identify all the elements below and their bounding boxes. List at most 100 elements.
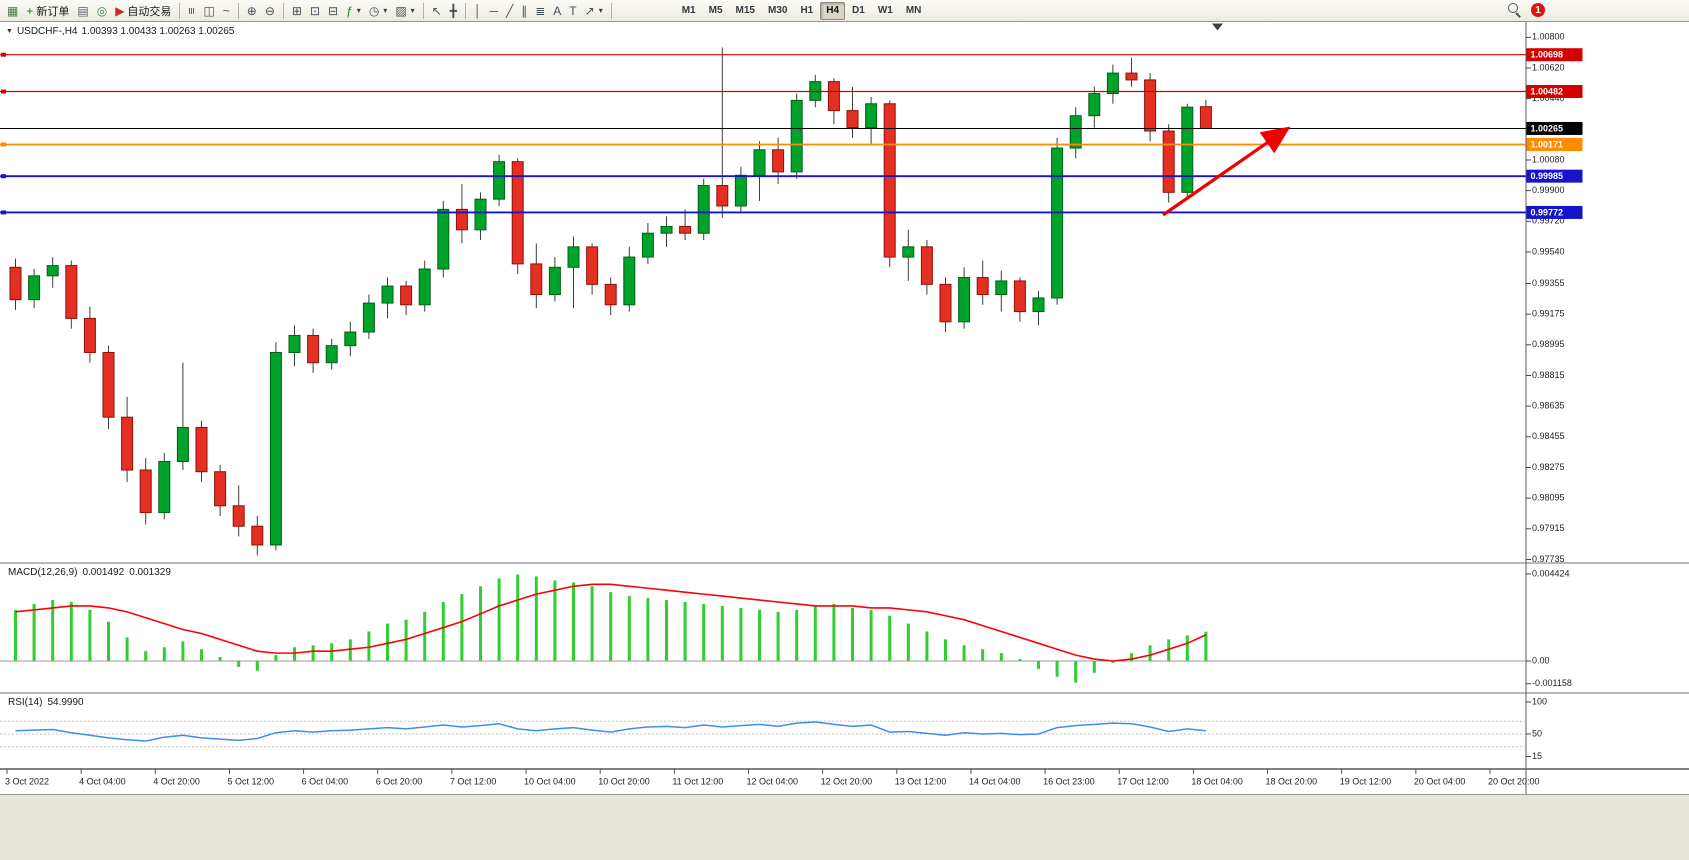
- arrows-button[interactable]: ↗ ▾: [581, 1, 607, 20]
- cascade-windows-button[interactable]: ⊡: [306, 1, 324, 20]
- price-axis-label: 0.97915: [1532, 523, 1565, 533]
- new-chart-button[interactable]: ▦: [3, 1, 22, 20]
- macd-histogram-bar: [758, 609, 761, 661]
- chart-shift-marker[interactable]: [1212, 23, 1223, 31]
- templates-button[interactable]: ▨ ▾: [391, 1, 418, 20]
- candle: [567, 246, 580, 268]
- trend-arrow[interactable]: [1162, 126, 1291, 217]
- trendline-button[interactable]: ╱: [502, 1, 517, 20]
- label-icon: T: [569, 3, 577, 18]
- candle: [734, 174, 747, 207]
- arrange-windows-button[interactable]: ⊟: [324, 1, 342, 20]
- rsi-axis-label: 50: [1532, 728, 1542, 738]
- channel-button[interactable]: ∥: [517, 1, 531, 20]
- periods-button[interactable]: ◷ ▾: [365, 1, 392, 20]
- refresh-button[interactable]: ◎: [93, 1, 111, 20]
- macd-histogram-bar: [1204, 631, 1208, 661]
- cursor-button[interactable]: ↖: [428, 1, 446, 20]
- candle: [474, 198, 487, 231]
- timeframe-w1-button[interactable]: W1: [872, 2, 899, 20]
- macd-histogram-bar: [311, 645, 315, 661]
- time-axis-label: 20 Oct 04:00: [1414, 776, 1466, 786]
- vertical-line-button[interactable]: │: [470, 1, 486, 20]
- candles-chart-button[interactable]: ◫: [199, 1, 218, 20]
- notifications-badge[interactable]: 1: [1531, 3, 1545, 17]
- tile-windows-button[interactable]: ⊞: [288, 1, 306, 20]
- macd-histogram-bar: [218, 657, 222, 661]
- timeframe-m1-button[interactable]: M1: [676, 2, 702, 20]
- macd-histogram-bar: [348, 639, 352, 661]
- line-anchor[interactable]: [1, 210, 6, 215]
- horizontal-line-button[interactable]: ─: [485, 1, 502, 20]
- refresh-icon: ◎: [96, 3, 108, 18]
- candle: [214, 471, 227, 507]
- zoom-in-button[interactable]: ⊕: [243, 1, 261, 20]
- arrange-windows-icon: ⊟: [328, 3, 339, 18]
- profiles-icon: ▤: [77, 3, 89, 18]
- zoom-in-icon: ⊕: [246, 3, 257, 18]
- macd-histogram-bar: [69, 602, 73, 661]
- macd-histogram-bar: [1092, 661, 1096, 673]
- zoom-out-button[interactable]: ⊖: [261, 1, 279, 20]
- crosshair-button[interactable]: ╋: [446, 1, 461, 20]
- line-anchor[interactable]: [1, 89, 6, 94]
- timeframe-h1-button[interactable]: H1: [794, 2, 819, 20]
- indicators-button[interactable]: ƒ ▾: [342, 1, 365, 20]
- candles-chart-icon: ◫: [203, 3, 215, 18]
- macd-panel-label: MACD(12,26,9) 0.001492 0.001329: [8, 567, 176, 578]
- macd-histogram-bar: [999, 653, 1003, 661]
- fibonacci-icon: ≣: [535, 3, 546, 18]
- new-order-button[interactable]: + 新订单: [22, 1, 73, 20]
- label-button[interactable]: T: [565, 1, 580, 20]
- macd-histogram-bar: [497, 578, 501, 661]
- macd-histogram-bar: [1037, 661, 1040, 669]
- candle: [325, 345, 338, 364]
- bars-chart-button[interactable]: ≡: [184, 1, 199, 20]
- symbol-dropdown-icon[interactable]: ▼: [6, 28, 13, 35]
- profiles-button[interactable]: ▤: [73, 1, 92, 20]
- macd-histogram-bar: [776, 611, 780, 661]
- candle: [772, 149, 785, 173]
- line-anchor[interactable]: [1, 52, 6, 57]
- timeframe-d1-button[interactable]: D1: [846, 2, 871, 20]
- candle: [920, 246, 933, 285]
- text-button[interactable]: A: [549, 1, 565, 20]
- macd-signal-line: [15, 583, 1207, 662]
- search-icon[interactable]: [1508, 3, 1521, 17]
- timeframe-mn-button[interactable]: MN: [900, 2, 928, 20]
- candle: [83, 317, 96, 353]
- timeframe-h4-button[interactable]: H4: [820, 1, 846, 20]
- candle: [753, 149, 766, 176]
- time-axis-label: 18 Oct 20:00: [1266, 776, 1318, 786]
- macd-histogram-bar: [832, 603, 836, 661]
- macd-histogram-bar: [627, 596, 631, 661]
- macd-histogram-bar: [107, 621, 110, 661]
- candle: [400, 285, 413, 306]
- macd-histogram-bar: [32, 603, 36, 661]
- candle: [995, 280, 1008, 296]
- price-badge-label: 0.99985: [1531, 171, 1564, 181]
- candle: [865, 103, 878, 129]
- candle: [65, 265, 78, 319]
- line-anchor[interactable]: [1, 142, 6, 147]
- candle: [902, 246, 915, 258]
- time-axis-label: 10 Oct 20:00: [598, 776, 650, 786]
- time-axis-label: 6 Oct 20:00: [376, 776, 423, 786]
- line-chart-button[interactable]: ~: [219, 1, 234, 20]
- macd-histogram-bar: [646, 598, 650, 661]
- timeframe-m5-button[interactable]: M5: [703, 2, 729, 20]
- macd-histogram-bar: [88, 609, 92, 661]
- price-badge: [1526, 169, 1583, 183]
- timeframe-m30-button[interactable]: M30: [762, 2, 793, 20]
- zoom-out-icon: ⊖: [264, 3, 275, 18]
- timeframe-m15-button[interactable]: M15: [730, 2, 761, 20]
- price-axis-label: 0.98635: [1532, 401, 1565, 411]
- autotrading-button[interactable]: ▶ 自动交易: [111, 1, 175, 20]
- fibonacci-button[interactable]: ≣: [531, 1, 549, 20]
- tile-windows-icon: ⊞: [291, 3, 302, 18]
- macd-histogram-bar: [944, 639, 947, 661]
- macd-histogram-bar: [1018, 659, 1022, 661]
- line-anchor[interactable]: [1, 174, 6, 179]
- crosshair-icon: ╋: [449, 3, 457, 18]
